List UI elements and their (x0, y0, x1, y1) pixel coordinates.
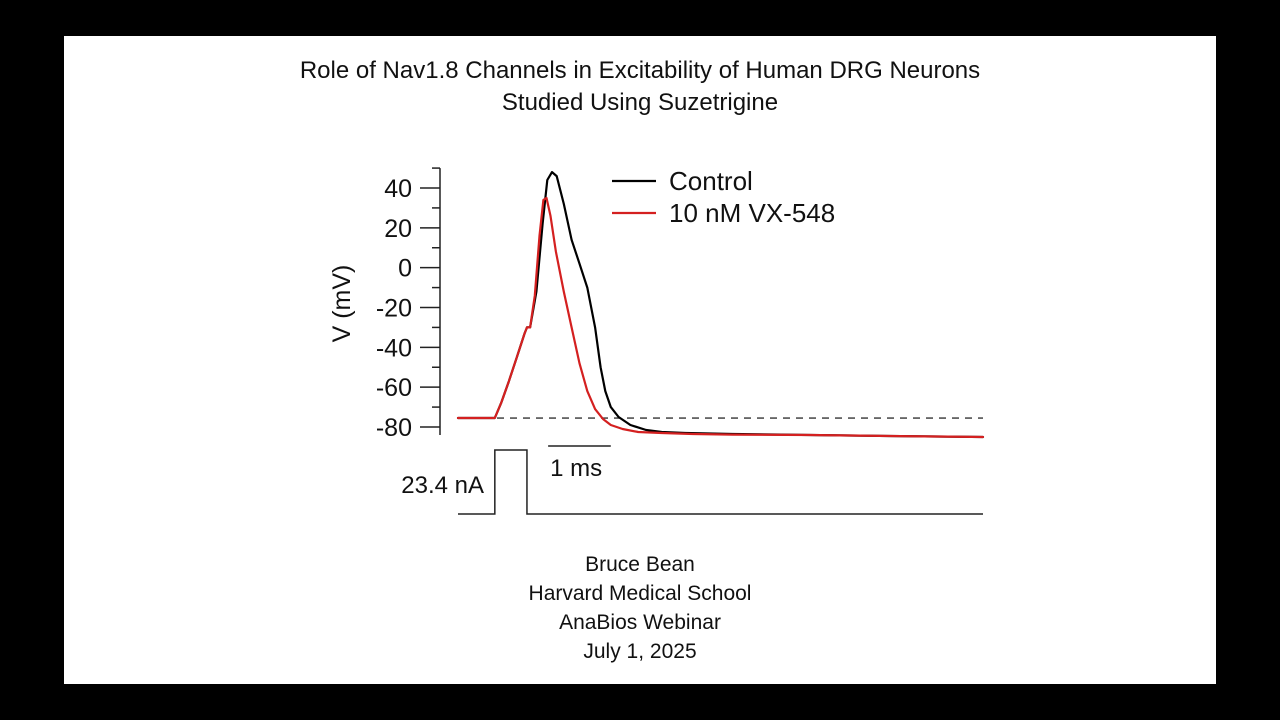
credit-date: July 1, 2025 (583, 640, 697, 663)
stimulus-label: 23.4 nA (401, 472, 484, 499)
stimulus-current-trace (458, 449, 983, 515)
y-tick-label: -20 (376, 295, 412, 323)
y-tick-label: -60 (376, 374, 412, 402)
y-tick-label: 40 (384, 175, 412, 203)
y-axis: 40 20 0 -20 -40 -60 -80 (376, 167, 441, 442)
y-axis-label: V (mV) (328, 265, 356, 343)
legend-label: 10 nM VX-548 (669, 198, 835, 228)
y-tick-label: 0 (398, 255, 412, 283)
legend-label: Control (669, 166, 753, 196)
series-line-vx-548 (456, 196, 985, 439)
credit-author: Bruce Bean (585, 553, 695, 576)
y-tick-label: 20 (384, 215, 412, 243)
time-scale-bar-label: 1 ms (550, 455, 602, 482)
series-group (456, 171, 985, 439)
credit-institution: Harvard Medical School (528, 582, 752, 605)
credit-event: AnaBios Webinar (559, 611, 721, 634)
slide: Role of Nav1.8 Channels in Excitability … (64, 36, 1216, 684)
y-tick-label: -80 (376, 414, 412, 442)
slide-title-line-2: Studied Using Suzetrigine (501, 89, 779, 116)
y-tick-label: -40 (376, 334, 412, 362)
slide-title-line-1: Role of Nav1.8 Channels in Excitability … (299, 57, 981, 84)
